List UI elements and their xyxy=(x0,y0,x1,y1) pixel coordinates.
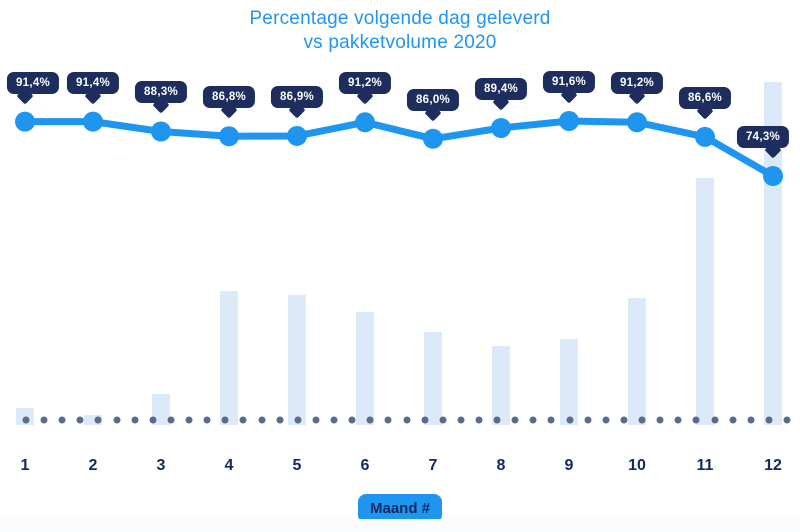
data-label-tooltip: 91,2% xyxy=(610,72,664,95)
x-axis-label: 7 xyxy=(428,457,438,474)
line-marker xyxy=(559,111,579,131)
x-axis-label: 4 xyxy=(224,457,234,474)
baseline-dot xyxy=(239,416,247,424)
volume-bar xyxy=(16,407,34,425)
line-marker xyxy=(15,111,35,132)
baseline-dot xyxy=(566,416,574,424)
baseline-dot xyxy=(366,416,374,424)
baseline-dot xyxy=(403,416,410,424)
data-label-tooltip: 89,4% xyxy=(474,77,528,100)
baseline-dot xyxy=(729,416,737,424)
data-label-tooltip: 91,4% xyxy=(6,71,60,94)
baseline-dot xyxy=(76,416,84,424)
data-label-tooltip: 86,6% xyxy=(678,86,732,109)
line-marker xyxy=(695,126,715,147)
baseline-dot xyxy=(765,416,773,424)
line-marker xyxy=(355,112,375,133)
chart-title: Percentage volgende dag geleverd vs pakk… xyxy=(0,7,800,55)
baseline-dot xyxy=(656,416,664,424)
x-axis-label: 1 xyxy=(20,457,30,474)
footer-strip xyxy=(0,519,800,532)
data-label-tooltip: 86,9% xyxy=(270,85,324,108)
volume-bar xyxy=(356,311,374,425)
line-marker xyxy=(151,121,171,142)
baseline-dot xyxy=(221,416,229,424)
data-label-tooltip: 88,3% xyxy=(134,81,188,104)
data-label-tooltip: 74,3% xyxy=(736,126,790,148)
data-label-tooltip: 91,4% xyxy=(66,71,120,94)
baseline-dot xyxy=(203,416,211,424)
line-marker xyxy=(219,126,239,147)
delivery-line xyxy=(21,117,777,180)
line-marker xyxy=(627,112,647,133)
chart-title-line1: Percentage volgende dag geleverd xyxy=(249,8,551,29)
baseline-dot xyxy=(94,416,102,424)
baseline-dot xyxy=(602,416,610,424)
baseline-dot xyxy=(493,416,501,424)
baseline-dot xyxy=(475,416,483,424)
baseline-dot xyxy=(113,416,121,424)
baseline-dot xyxy=(511,416,519,424)
baseline-dot xyxy=(674,416,682,424)
baseline-dot xyxy=(620,416,628,424)
data-label-tooltip: 91,2% xyxy=(338,72,392,95)
volume-bar xyxy=(288,294,306,425)
volume-bar xyxy=(424,332,442,425)
baseline-dot xyxy=(312,416,320,424)
data-label-tooltip: 91,6% xyxy=(542,71,596,93)
baseline-dot xyxy=(384,416,392,424)
data-label-tooltip: 86,8% xyxy=(202,86,256,109)
x-axis-title-badge: Maand # xyxy=(357,494,443,523)
baseline-dot xyxy=(584,416,592,424)
baseline-dot xyxy=(167,416,175,424)
line-marker xyxy=(763,166,783,187)
line-marker xyxy=(287,125,307,146)
baseline-dot xyxy=(58,416,66,424)
line-marker xyxy=(423,128,443,149)
x-axis-label: 3 xyxy=(156,457,166,474)
volume-bar xyxy=(628,298,646,425)
x-axis-label: 8 xyxy=(496,457,506,474)
baseline-dot xyxy=(421,416,429,424)
baseline-dot xyxy=(348,416,356,424)
baseline-dot xyxy=(258,416,266,424)
baseline-dot xyxy=(783,416,791,424)
baseline-dot xyxy=(747,416,755,424)
baseline-dot xyxy=(547,416,555,424)
volume-bar xyxy=(492,346,510,425)
x-axis-label: 5 xyxy=(292,457,302,474)
x-axis-label: 11 xyxy=(696,457,714,474)
x-axis-label: 12 xyxy=(764,457,782,474)
line-marker xyxy=(83,111,103,132)
line-marker xyxy=(491,117,511,138)
baseline-dot xyxy=(529,416,537,424)
baseline-dot xyxy=(330,416,338,424)
data-label-tooltip: 86,0% xyxy=(406,88,460,111)
chart-title-line2: vs pakketvolume 2020 xyxy=(303,32,497,53)
baseline-dot xyxy=(711,416,719,424)
x-axis-label: 9 xyxy=(564,457,574,474)
baseline-dot xyxy=(439,416,447,424)
volume-bar xyxy=(84,414,102,425)
baseline-dot xyxy=(149,416,157,424)
x-axis-label: 2 xyxy=(88,457,98,474)
baseline-dot xyxy=(40,416,48,424)
x-axis-title: Maand # xyxy=(369,500,431,517)
baseline-dot xyxy=(185,416,193,424)
x-axis-label: 10 xyxy=(628,457,646,474)
volume-bar xyxy=(220,291,238,425)
baseline-dot xyxy=(638,416,646,424)
baseline-dot xyxy=(294,416,302,424)
baseline-dot xyxy=(276,416,284,424)
baseline-dot xyxy=(22,416,30,424)
volume-bar xyxy=(560,339,578,425)
volume-bar xyxy=(152,394,170,425)
baseline-dot xyxy=(131,416,139,424)
x-axis-label: 6 xyxy=(360,457,370,474)
baseline-dot xyxy=(692,416,700,424)
baseline-dot xyxy=(457,416,465,424)
volume-bar xyxy=(696,178,714,425)
